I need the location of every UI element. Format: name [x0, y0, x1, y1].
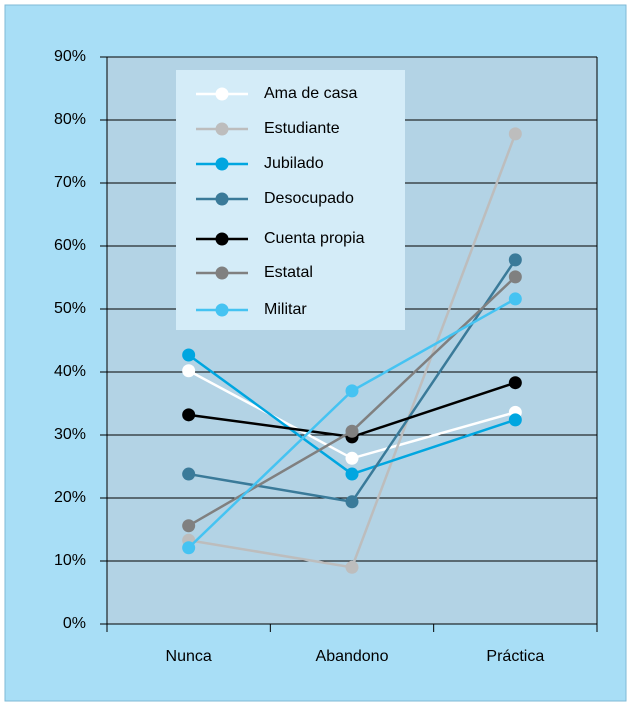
data-point — [345, 424, 359, 438]
data-point — [345, 467, 359, 481]
data-point — [345, 451, 359, 465]
legend-marker — [215, 266, 229, 280]
legend-label: Ama de casa — [264, 85, 357, 102]
legend-marker — [215, 303, 229, 317]
y-tick-label: 70% — [54, 174, 86, 191]
y-tick-label: 20% — [54, 489, 86, 506]
data-point — [508, 253, 522, 267]
data-point — [345, 384, 359, 398]
legend-label: Cuenta propia — [264, 230, 365, 247]
legend-marker — [215, 122, 229, 136]
data-point — [508, 127, 522, 141]
y-tick-label: 60% — [54, 237, 86, 254]
legend-label: Desocupado — [264, 190, 354, 207]
data-point — [508, 413, 522, 427]
y-tick-label: 50% — [54, 300, 86, 317]
data-point — [182, 408, 196, 422]
legend-marker — [215, 157, 229, 171]
x-tick-label: Práctica — [486, 648, 544, 665]
legend-label: Estatal — [264, 264, 313, 281]
legend-marker — [215, 87, 229, 101]
y-tick-label: 10% — [54, 552, 86, 569]
data-point — [182, 541, 196, 555]
legend-label: Militar — [264, 301, 307, 318]
y-tick-label: 40% — [54, 363, 86, 380]
data-point — [182, 467, 196, 481]
y-tick-label: 90% — [54, 48, 86, 65]
y-tick-label: 0% — [63, 615, 86, 632]
data-point — [182, 348, 196, 362]
legend-label: Jubilado — [264, 155, 324, 172]
legend-marker — [215, 192, 229, 206]
legend-label: Estudiante — [264, 120, 340, 137]
x-tick-label: Abandono — [316, 648, 389, 665]
data-point — [182, 364, 196, 378]
data-point — [345, 495, 359, 509]
data-point — [345, 560, 359, 574]
legend-marker — [215, 232, 229, 246]
y-tick-label: 30% — [54, 426, 86, 443]
y-tick-label: 80% — [54, 111, 86, 128]
data-point — [508, 376, 522, 390]
data-point — [508, 292, 522, 306]
x-tick-label: Nunca — [166, 648, 212, 665]
data-point — [182, 519, 196, 533]
data-point — [508, 270, 522, 284]
